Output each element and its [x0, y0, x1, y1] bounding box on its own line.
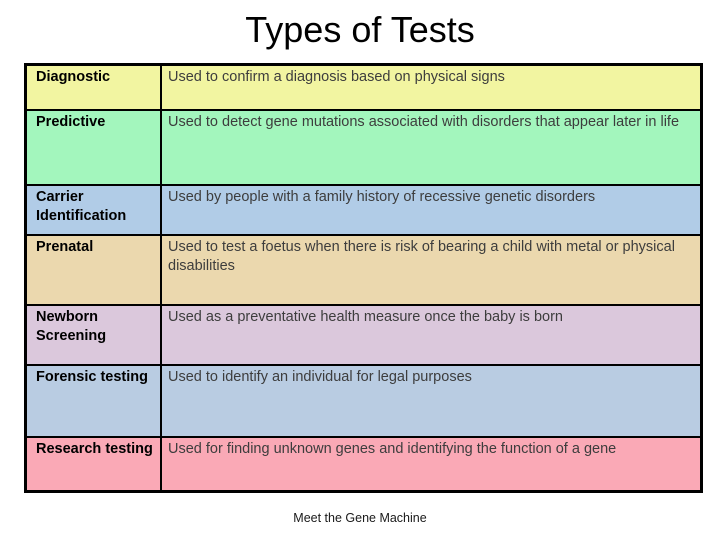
test-type-description: Used to identify an individual for legal… [168, 369, 472, 385]
test-type-label: Forensic testing [27, 366, 162, 436]
test-type-label: Newborn Screening [27, 306, 162, 364]
footer-caption: Meet the Gene Machine [293, 511, 427, 525]
test-type-label: Predictive [27, 111, 162, 184]
test-type-label: Research testing [27, 438, 162, 490]
test-type-description: Used to confirm a diagnosis based on phy… [168, 69, 505, 85]
test-type-description: Used by people with a family history of … [168, 189, 596, 205]
test-type-description: Used to test a foetus when there is risk… [168, 239, 675, 274]
table-row: Carrier Identification Used by people wi… [27, 186, 700, 236]
table-row: Research testing Used for finding unknow… [27, 438, 700, 490]
test-type-label: Prenatal [27, 236, 162, 304]
tests-table: Diagnostic Used to confirm a diagnosis b… [24, 63, 703, 493]
table-row: Newborn Screening Used as a preventative… [27, 306, 700, 366]
table-row: Forensic testing Used to identify an ind… [27, 366, 700, 438]
test-type-description: Used for finding unknown genes and ident… [168, 441, 617, 457]
table-row: Predictive Used to detect gene mutations… [27, 111, 700, 186]
test-type-description: Used as a preventative health measure on… [168, 309, 563, 325]
test-type-label: Diagnostic [27, 66, 162, 109]
page-title: Types of Tests [245, 9, 475, 50]
table-row: Diagnostic Used to confirm a diagnosis b… [27, 66, 700, 111]
test-type-description: Used to detect gene mutations associated… [168, 114, 680, 130]
table-row: Prenatal Used to test a foetus when ther… [27, 236, 700, 306]
test-type-label: Carrier Identification [27, 186, 162, 234]
